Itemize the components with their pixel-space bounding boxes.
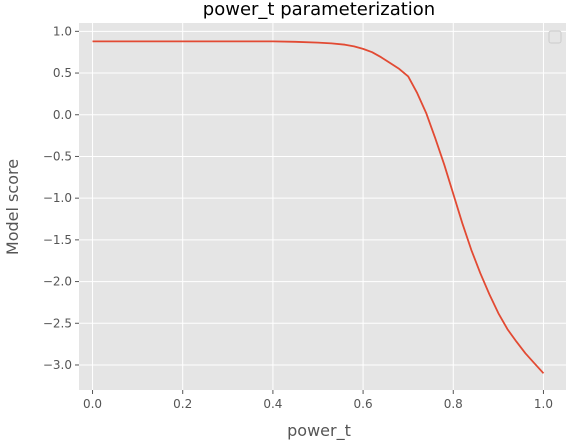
x-tick-label: 0.6	[354, 397, 373, 411]
y-tick-label: −0.5	[43, 149, 72, 163]
x-tick-label: 0.2	[173, 397, 192, 411]
y-axis-label: Model score	[3, 159, 22, 255]
y-tick-label: −1.0	[43, 191, 72, 205]
series-line	[92, 40, 545, 374]
y-tick-label: −3.0	[43, 358, 72, 372]
y-tick-label: −2.5	[43, 316, 72, 330]
y-tick-label: −2.0	[43, 275, 72, 289]
y-tick-label: −1.5	[43, 233, 72, 247]
series-group	[92, 40, 545, 374]
y-ticks: 1.0 0.5 0.0 −0.5 −1.0 −1.5 −2.0 −2.5 −3.0	[43, 24, 79, 372]
x-axis-label: power_t	[287, 421, 351, 441]
plot-area	[79, 23, 566, 390]
x-tick-label: 0.8	[444, 397, 463, 411]
y-tick-label: 1.0	[53, 24, 72, 38]
x-tick-label: 0.0	[83, 397, 102, 411]
y-tick-label: 0.5	[53, 66, 72, 80]
y-tick-label: 0.0	[53, 108, 72, 122]
x-tick-label: 1.0	[534, 397, 553, 411]
x-tick-label: 0.4	[263, 397, 282, 411]
x-ticks: 0.0 0.2 0.4 0.6 0.8 1.0	[83, 390, 553, 411]
legend-box	[548, 30, 562, 44]
chart-title: power_t parameterization	[203, 0, 435, 20]
